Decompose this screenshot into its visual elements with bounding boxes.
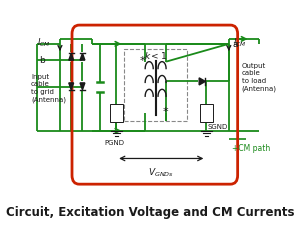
Text: Output
cable
to load
(Antenna): Output cable to load (Antenna) xyxy=(242,63,277,91)
Text: Input
cable
to grid
(Antenna): Input cable to grid (Antenna) xyxy=(31,73,66,102)
Text: Circuit, Excitation Voltage and CM Currents: Circuit, Excitation Voltage and CM Curre… xyxy=(6,205,294,218)
Text: +CM path: +CM path xyxy=(232,143,270,152)
Text: SGND: SGND xyxy=(208,123,228,129)
Text: b: b xyxy=(39,56,45,65)
Polygon shape xyxy=(80,54,85,61)
Polygon shape xyxy=(80,84,85,90)
Bar xyxy=(200,105,213,122)
Text: $I_{CM}$: $I_{CM}$ xyxy=(38,36,51,49)
Text: a: a xyxy=(233,40,238,49)
Text: $V_{GNDs}$: $V_{GNDs}$ xyxy=(148,166,174,178)
Text: $k < 1$: $k < 1$ xyxy=(144,50,167,61)
Polygon shape xyxy=(69,54,74,61)
Polygon shape xyxy=(199,79,206,85)
Polygon shape xyxy=(69,84,74,90)
Text: PGND: PGND xyxy=(105,139,124,145)
Bar xyxy=(124,50,187,122)
Bar xyxy=(110,105,123,122)
Text: *: * xyxy=(163,106,168,117)
Text: *: * xyxy=(140,55,145,65)
Text: $I_{CM}$: $I_{CM}$ xyxy=(233,36,246,49)
